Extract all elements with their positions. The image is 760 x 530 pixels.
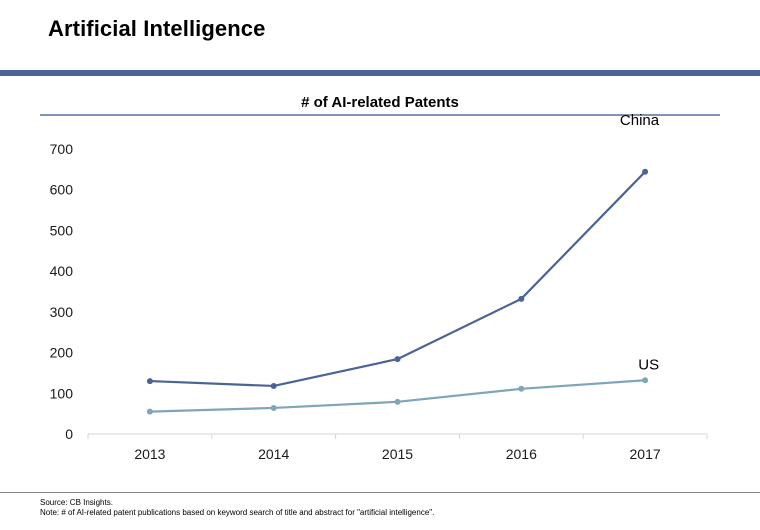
y-tick-label: 100 bbox=[50, 385, 74, 401]
data-point-us bbox=[394, 398, 401, 405]
title-divider bbox=[0, 70, 760, 76]
data-point-china bbox=[642, 168, 649, 175]
data-point-us bbox=[518, 385, 525, 392]
data-point-china bbox=[394, 356, 401, 363]
y-tick-label: 400 bbox=[50, 263, 74, 279]
definition-note: Note: # of AI-related patent publication… bbox=[40, 508, 435, 517]
line-chart: 2013 2014 2015 2016 2017 0 100 200 300 400 500 600 7… bbox=[50, 112, 708, 462]
series-line-china bbox=[148, 170, 647, 388]
y-tick-label: 600 bbox=[50, 182, 74, 198]
data-point-us bbox=[642, 377, 649, 384]
data-point-china bbox=[270, 382, 277, 389]
series-label-china: China bbox=[620, 112, 660, 129]
x-tick-label: 2017 bbox=[630, 446, 661, 462]
data-point-us bbox=[270, 404, 277, 411]
chart-title-divider bbox=[40, 114, 720, 116]
x-tick-label: 2015 bbox=[382, 446, 413, 462]
data-point-us bbox=[146, 408, 153, 415]
y-tick-label: 200 bbox=[50, 345, 74, 361]
series-label-us: US bbox=[638, 356, 659, 373]
source-note: Source: CB Insights. bbox=[40, 498, 113, 507]
data-point-china bbox=[518, 295, 525, 302]
x-tick-label: 2016 bbox=[506, 446, 537, 462]
chart-title: # of AI-related Patents bbox=[301, 94, 459, 111]
footer-notes: Source: CB Insights. Note: # of AI-relat… bbox=[40, 498, 434, 518]
x-tick-label: 2013 bbox=[134, 446, 165, 462]
page-title: Artificial Intelligence bbox=[48, 16, 266, 41]
data-point-china bbox=[146, 378, 153, 385]
y-tick-label: 300 bbox=[50, 304, 74, 320]
y-tick-label: 0 bbox=[65, 426, 73, 442]
y-tick-label: 700 bbox=[50, 141, 74, 157]
y-tick-label: 500 bbox=[50, 222, 74, 238]
footer-divider bbox=[0, 492, 760, 493]
x-tick-label: 2014 bbox=[258, 446, 289, 462]
